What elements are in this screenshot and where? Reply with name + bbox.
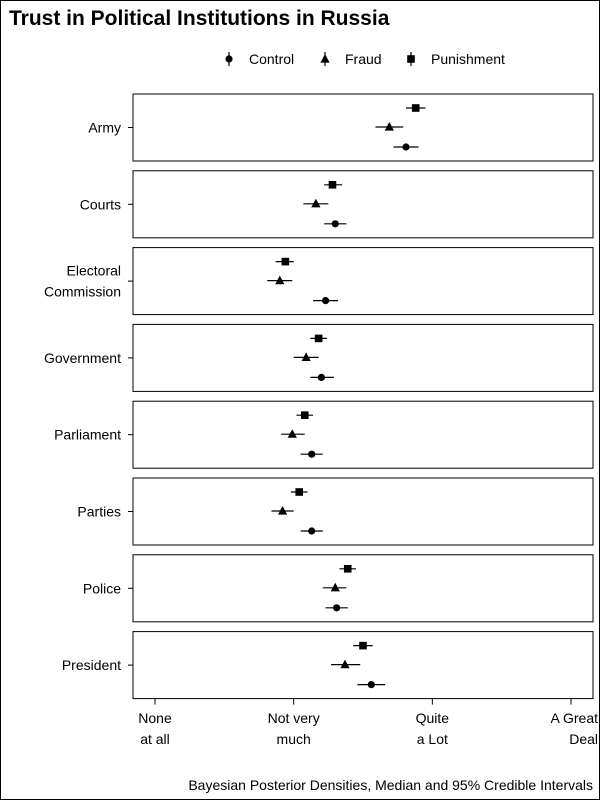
point-president-control bbox=[367, 681, 375, 689]
point-army-punishment bbox=[411, 104, 420, 112]
point-president-punishment bbox=[359, 641, 367, 650]
legend-label-punishment: Punishment bbox=[431, 51, 505, 67]
panel-parliament bbox=[132, 400, 594, 469]
point-president-fraud bbox=[340, 659, 350, 669]
panel-police bbox=[132, 554, 594, 623]
x-tick-label-3: a Lot bbox=[417, 731, 448, 747]
panel-label-army: Army bbox=[88, 120, 121, 136]
chart-title: Trust in Political Institutions in Russi… bbox=[9, 7, 390, 30]
point-government-control bbox=[317, 373, 325, 381]
panel-president bbox=[132, 631, 594, 700]
x-tick-label-4: Deal bbox=[569, 731, 598, 747]
point-government-punishment bbox=[314, 334, 323, 343]
point-police-fraud bbox=[330, 582, 340, 592]
point-government-fraud bbox=[301, 352, 311, 361]
x-tick-label-1: at all bbox=[140, 731, 170, 747]
point-police-control bbox=[333, 604, 341, 612]
panel-parties bbox=[132, 477, 594, 546]
panel-label-government: Government bbox=[44, 350, 121, 366]
point-courts-fraud bbox=[311, 198, 321, 208]
point-electoral-commission-control bbox=[321, 297, 330, 305]
legend-label-fraud: Fraud bbox=[345, 51, 382, 67]
point-parties-punishment bbox=[295, 488, 304, 496]
legend-marker-punishment bbox=[407, 55, 415, 63]
x-tick-label-2: Not very bbox=[268, 710, 320, 726]
panel-label-police: Police bbox=[83, 580, 121, 596]
panel-label-parties: Parties bbox=[77, 504, 121, 520]
legend-label-control: Control bbox=[249, 51, 294, 67]
panel-label-electoral-commission: Commission bbox=[44, 284, 121, 300]
point-parties-control bbox=[308, 527, 316, 535]
panel-label-electoral-commission: Electoral bbox=[67, 263, 121, 279]
point-parliament-control bbox=[308, 450, 316, 458]
point-courts-control bbox=[331, 220, 339, 228]
point-parliament-punishment bbox=[300, 411, 309, 419]
point-parliament-fraud bbox=[287, 429, 297, 438]
x-tick-label-2: much bbox=[277, 731, 311, 747]
point-parties-fraud bbox=[277, 506, 288, 515]
point-army-fraud bbox=[384, 122, 394, 131]
panel-electoral-commission bbox=[132, 247, 594, 316]
x-tick-label-1: None bbox=[138, 710, 172, 726]
panel-army bbox=[132, 93, 594, 162]
panel-label-president: President bbox=[62, 657, 121, 673]
panel-courts bbox=[132, 170, 594, 239]
x-tick-label-4: A Great bbox=[551, 710, 599, 726]
point-electoral-commission-punishment bbox=[281, 257, 290, 266]
point-police-punishment bbox=[343, 565, 352, 573]
x-tick-label-3: Quite bbox=[416, 710, 450, 726]
chart-caption: Bayesian Posterior Densities, Median and… bbox=[188, 777, 593, 793]
point-army-control bbox=[402, 143, 410, 151]
legend-marker-fraud bbox=[320, 54, 330, 63]
legend-marker-control bbox=[225, 55, 233, 63]
panel-government bbox=[132, 323, 594, 392]
panel-label-courts: Courts bbox=[80, 196, 121, 212]
panel-label-parliament: Parliament bbox=[54, 427, 121, 443]
point-courts-punishment bbox=[328, 181, 337, 189]
point-electoral-commission-fraud bbox=[275, 275, 285, 285]
